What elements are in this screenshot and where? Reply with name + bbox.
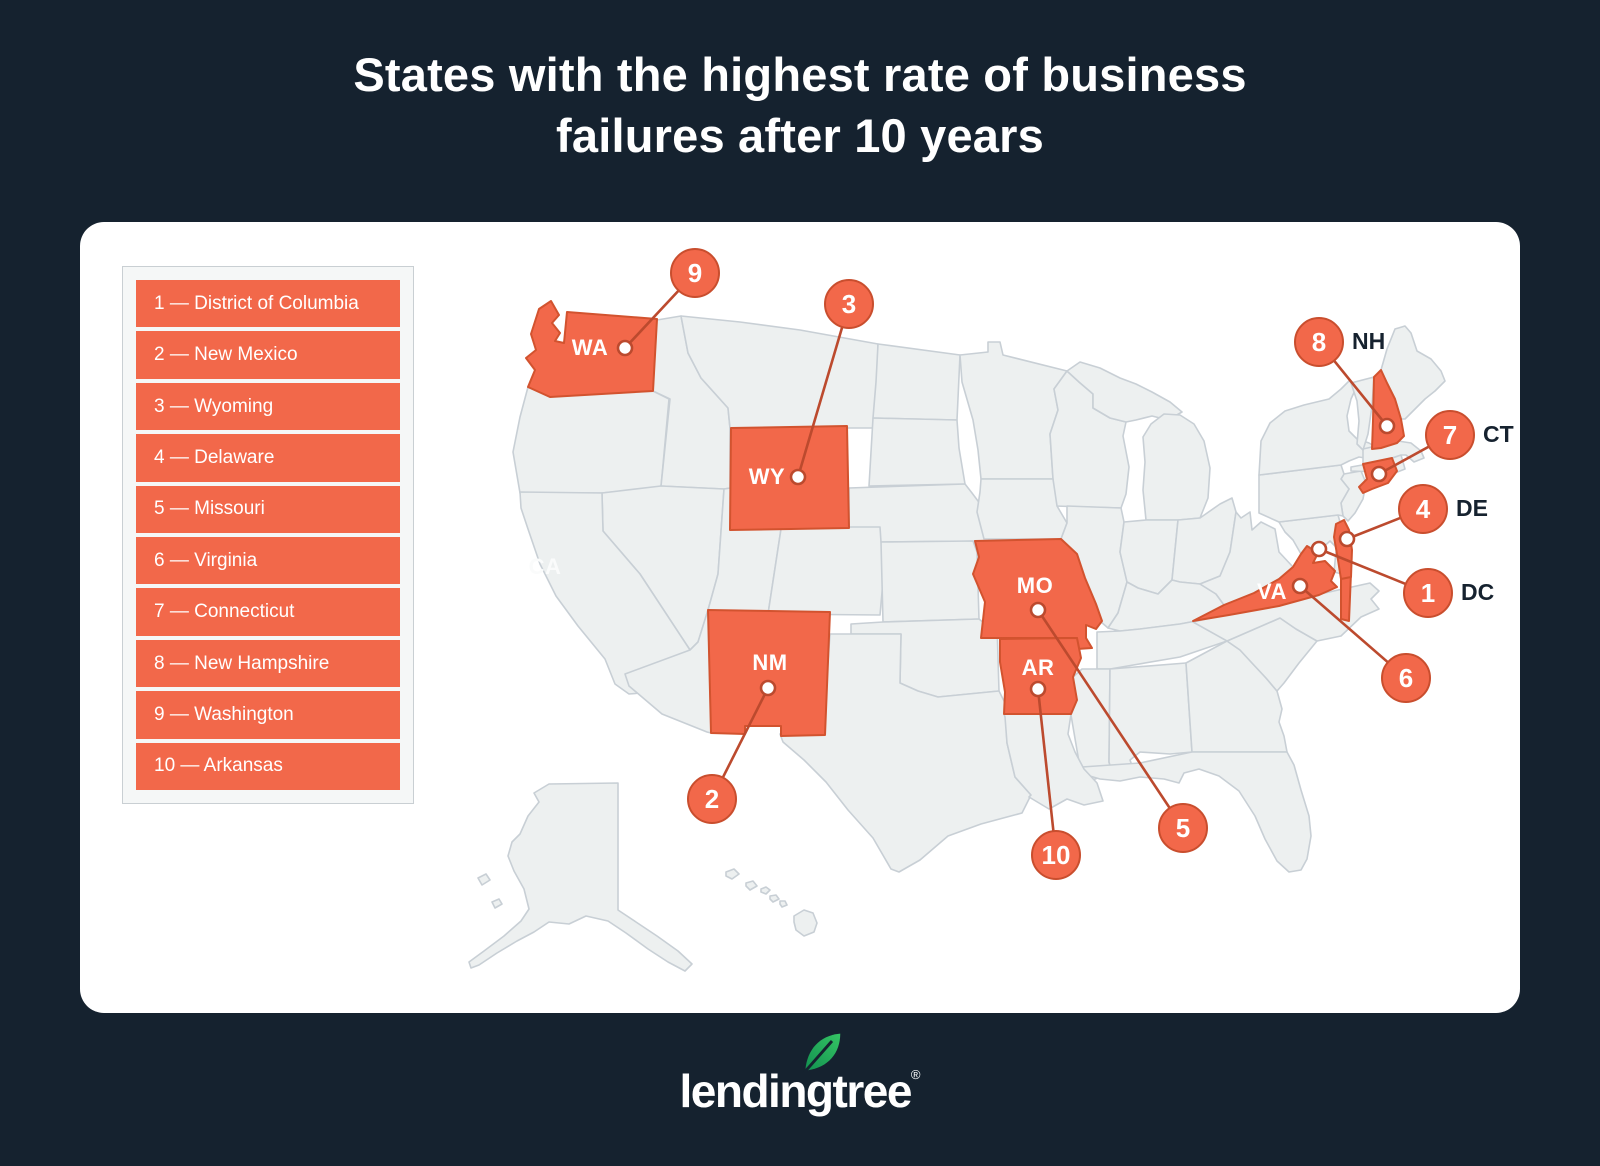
- legend-item-4: 4 — Delaware: [136, 434, 400, 482]
- state-california: [519, 491, 691, 695]
- lendingtree-logo: lendingtree®: [679, 1030, 921, 1118]
- location-dots: [616, 339, 1396, 698]
- marker-8-nh: 8: [1294, 317, 1344, 367]
- state-south-dakota: [868, 417, 966, 487]
- marker-7-ct: 7: [1425, 410, 1475, 460]
- state-label-va: VA: [1257, 579, 1287, 604]
- state-label-wa: WA: [571, 335, 609, 360]
- marker-6-va: 6: [1381, 653, 1431, 703]
- legend-item-2: 2 — New Mexico: [136, 331, 400, 379]
- legend-item-10: 10 — Arkansas: [136, 742, 400, 791]
- page-title: States with the highest rate of business…: [0, 0, 1600, 166]
- legend-item-6: 6 — Virginia: [136, 537, 400, 585]
- state-missouri: [972, 538, 1103, 650]
- state-label-ca: CA: [528, 554, 562, 579]
- state-label-ar: AR: [1021, 655, 1055, 680]
- legend-item-8: 8 — New Hampshire: [136, 639, 400, 688]
- marker-1-dc: 1: [1403, 568, 1453, 618]
- legend-item-1: 1 — District of Columbia: [136, 280, 400, 328]
- state-label-wy: WY: [748, 464, 786, 489]
- state-iowa: [976, 478, 1068, 540]
- state-north-carolina: [1192, 582, 1380, 642]
- us-map: [468, 272, 1451, 972]
- us-map-gray-states: [468, 315, 1446, 972]
- state-hawaii: [725, 868, 818, 937]
- marker-3-wy: 3: [824, 279, 874, 329]
- callout-label-de: DE: [1456, 495, 1488, 521]
- state-louisiana: [1003, 713, 1104, 810]
- lendingtree-wordmark: lendingtree: [679, 1065, 912, 1117]
- page-title-line2: failures after 10 years: [556, 109, 1044, 163]
- state-pennsylvania: [1258, 464, 1350, 523]
- legend-item-3: 3 — Wyoming: [136, 382, 400, 431]
- state-arizona: [624, 609, 712, 734]
- callout-label-dc: DC: [1461, 579, 1495, 605]
- legend-item-7: 7 — Connecticut: [136, 588, 400, 636]
- state-kansas: [880, 540, 980, 623]
- state-michigan: [1142, 413, 1211, 521]
- leaf-icon: [803, 1033, 841, 1074]
- callout-label-nh: NH: [1352, 328, 1386, 354]
- registered-mark: ®: [910, 1067, 921, 1082]
- state-new-mexico: [707, 609, 831, 737]
- legend-item-9: 9 — Washington: [136, 691, 400, 739]
- state-washington: [525, 300, 658, 398]
- ranking-legend: 1 — District of Columbia 2 — New Mexico …: [122, 266, 414, 804]
- marker-9-wa: 9: [670, 248, 720, 298]
- state-oregon: [512, 386, 670, 494]
- marker-5-mo: 5: [1158, 803, 1208, 853]
- marker-4-de: 4: [1398, 484, 1448, 534]
- state-label-nm: NM: [752, 650, 788, 675]
- callout-label-ct: CT: [1483, 421, 1514, 447]
- state-florida: [1081, 751, 1312, 873]
- state-wyoming: [729, 425, 850, 531]
- state-alaska: [468, 782, 693, 972]
- state-label-mo: MO: [1016, 573, 1054, 598]
- page-title-line1: States with the highest rate of business: [353, 48, 1247, 101]
- state-north-dakota: [872, 343, 961, 421]
- state-colorado: [767, 524, 889, 616]
- marker-2-nm: 2: [687, 774, 737, 824]
- map-card: 1 — District of Columbia 2 — New Mexico …: [80, 222, 1520, 1013]
- state-arkansas: [999, 637, 1082, 715]
- state-alaska-islands: [477, 873, 503, 909]
- legend-item-5: 5 — Missouri: [136, 485, 400, 534]
- footer: lendingtree®: [0, 1030, 1600, 1118]
- state-texas: [779, 633, 1032, 873]
- marker-10-ar: 10: [1031, 830, 1081, 880]
